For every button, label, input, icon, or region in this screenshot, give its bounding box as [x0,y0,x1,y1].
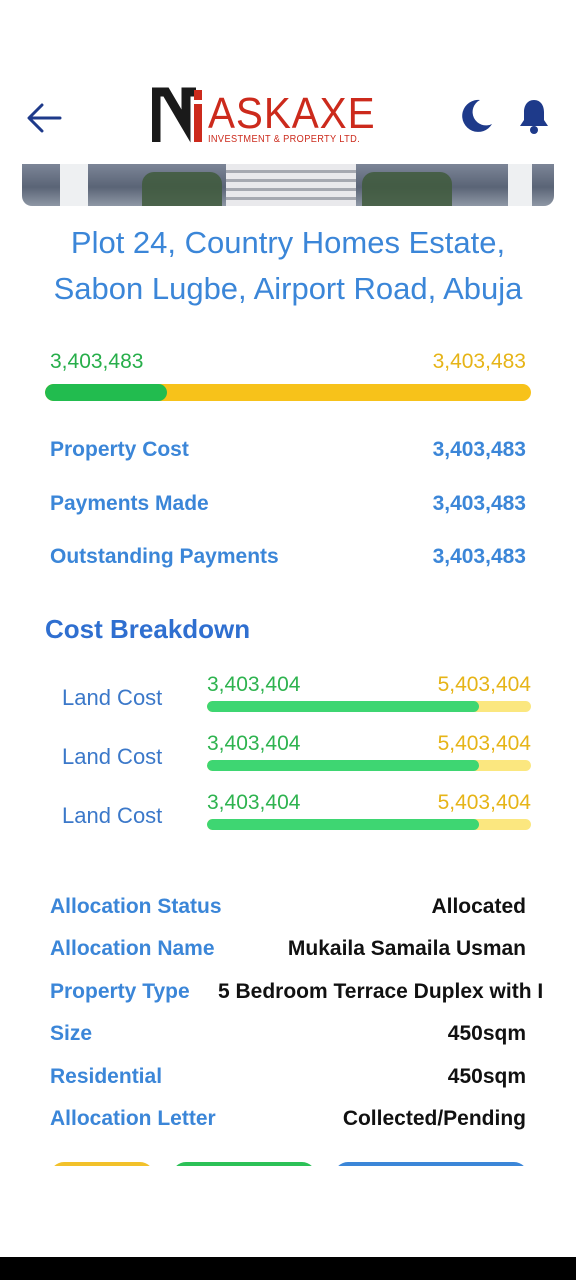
size-row: Size 450sqm [50,1022,526,1052]
property-type-row: Property Type 5 Bedroom Terrace Duplex w… [50,980,556,1010]
breakdown-total: 5,403,404 [437,732,531,755]
system-navigation-bar [0,1257,576,1280]
payments-made-row: Payments Made 3,403,483 [50,492,526,516]
payment-progress-fill [45,384,167,401]
allocation-name-value: Mukaila Samaila Usman [287,937,526,960]
breakdown-progress-bar [207,760,531,771]
amount-paid: 3,403,483 [50,350,144,373]
breakdown-total: 5,403,404 [437,673,531,696]
breakdown-row: Land Cost 3,403,404 5,403,404 [0,673,576,729]
outstanding-payments-row: Outstanding Payments 3,403,483 [50,545,526,569]
breakdown-label: Land Cost [62,744,163,769]
dark-mode-toggle[interactable] [456,96,496,136]
outstanding-payments-value: 3,403,483 [432,545,526,568]
payment-progress-bar [45,384,531,401]
residential-row: Residential 450sqm [50,1065,526,1095]
property-image [22,164,554,206]
allocation-name-label: Allocation Name [50,937,215,960]
property-title-line2: Sabon Lugbe, Airport Road, Abuja [53,271,523,306]
breakdown-paid: 3,403,404 [207,673,301,696]
property-cost-value: 3,403,483 [432,438,526,461]
residential-label: Residential [50,1065,163,1088]
allocation-status-value: Allocated [431,895,526,918]
payments-made-label: Payments Made [50,492,209,515]
breakdown-progress-fill [207,760,480,771]
cost-breakdown-heading: Cost Breakdown [45,614,251,644]
breakdown-row: Land Cost 3,403,404 5,403,404 [0,791,576,847]
property-type-value: 5 Bedroom Terrace Duplex with I [218,980,544,1003]
property-title: Plot 24, Country Homes Estate, Sabon Lug… [20,220,556,312]
allocation-status-row: Allocation Status Allocated [50,895,526,925]
breakdown-label: Land Cost [62,685,163,710]
breakdown-paid: 3,403,404 [207,732,301,755]
logo-text: ASKAXE [208,89,376,138]
breakdown-progress-fill [207,819,480,830]
breakdown-label: Land Cost [62,803,163,828]
breakdown-paid: 3,403,404 [207,791,301,814]
breakdown-progress-fill [207,701,480,712]
breakdown-total: 5,403,404 [437,791,531,814]
allocation-letter-value: Collected/Pending [342,1107,526,1130]
amount-total: 3,403,483 [432,350,526,373]
moon-icon [462,99,492,132]
allocation-letter-label: Allocation Letter [50,1107,216,1130]
allocation-name-row: Allocation Name Mukaila Samaila Usman [50,937,526,967]
notifications-button[interactable] [514,96,554,136]
content-clip [0,1166,576,1186]
bell-icon [520,100,548,134]
size-value: 450sqm [447,1022,526,1045]
company-logo: ASKAXE INVESTMENT & PROPERTY LTD. [152,86,375,150]
property-cost-label: Property Cost [50,438,189,461]
property-cost-row: Property Cost 3,403,483 [50,438,526,462]
allocation-status-label: Allocation Status [50,895,222,918]
logo-mark [152,87,202,143]
breakdown-progress-bar [207,819,531,830]
back-arrow-icon [27,103,62,133]
residential-value: 450sqm [447,1065,526,1088]
property-title-line1: Plot 24, Country Homes Estate, [70,225,506,260]
back-button[interactable] [22,98,66,138]
allocation-letter-row: Allocation Letter Collected/Pending [50,1107,526,1137]
size-label: Size [50,1022,93,1045]
logo-subtitle: INVESTMENT & PROPERTY LTD. [208,134,361,145]
breakdown-progress-bar [207,701,531,712]
breakdown-row: Land Cost 3,403,404 5,403,404 [0,732,576,788]
outstanding-payments-label: Outstanding Payments [50,545,279,568]
property-type-label: Property Type [50,980,190,1003]
payments-made-value: 3,403,483 [432,492,526,515]
app-header: ASKAXE INVESTMENT & PROPERTY LTD. [0,80,576,156]
